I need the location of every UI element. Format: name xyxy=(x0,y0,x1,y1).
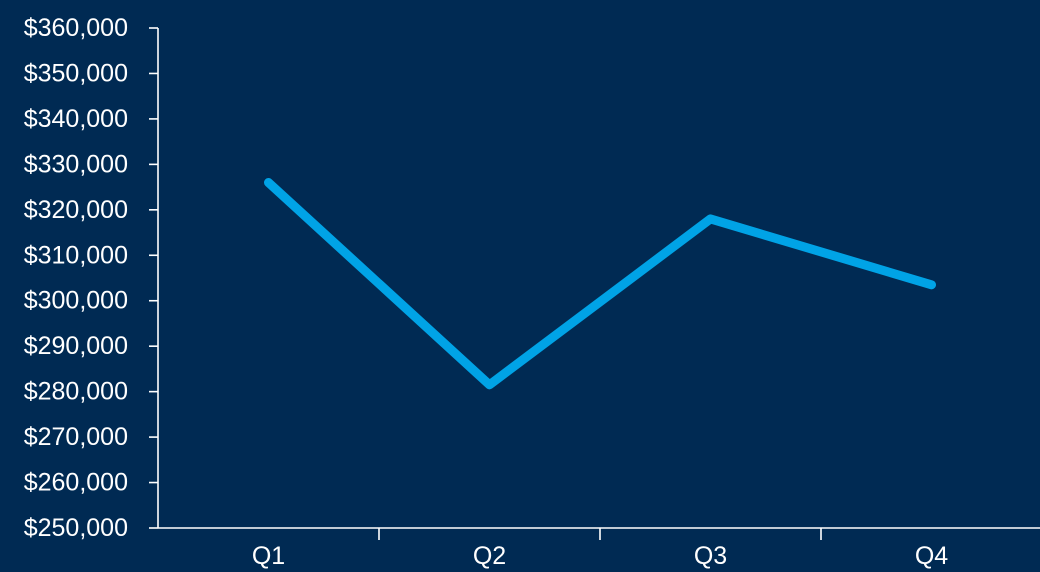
x-tick-label: Q3 xyxy=(694,542,727,570)
y-tick-label: $270,000 xyxy=(24,423,128,451)
x-tick-label: Q1 xyxy=(252,542,285,570)
y-tick-label: $360,000 xyxy=(24,14,128,42)
y-tick-label: $280,000 xyxy=(24,378,128,406)
x-tick-label: Q2 xyxy=(473,542,506,570)
y-tick-label: $350,000 xyxy=(24,59,128,87)
y-tick-label: $320,000 xyxy=(24,196,128,224)
y-tick-label: $250,000 xyxy=(24,514,128,542)
y-tick-label: $290,000 xyxy=(24,332,128,360)
y-tick-label: $330,000 xyxy=(24,150,128,178)
y-tick-label: $310,000 xyxy=(24,241,128,269)
y-tick-label: $260,000 xyxy=(24,469,128,497)
y-tick-label: $340,000 xyxy=(24,105,128,133)
series-line xyxy=(264,178,936,390)
y-tick-label: $300,000 xyxy=(24,287,128,315)
x-tick-label: Q4 xyxy=(915,542,948,570)
